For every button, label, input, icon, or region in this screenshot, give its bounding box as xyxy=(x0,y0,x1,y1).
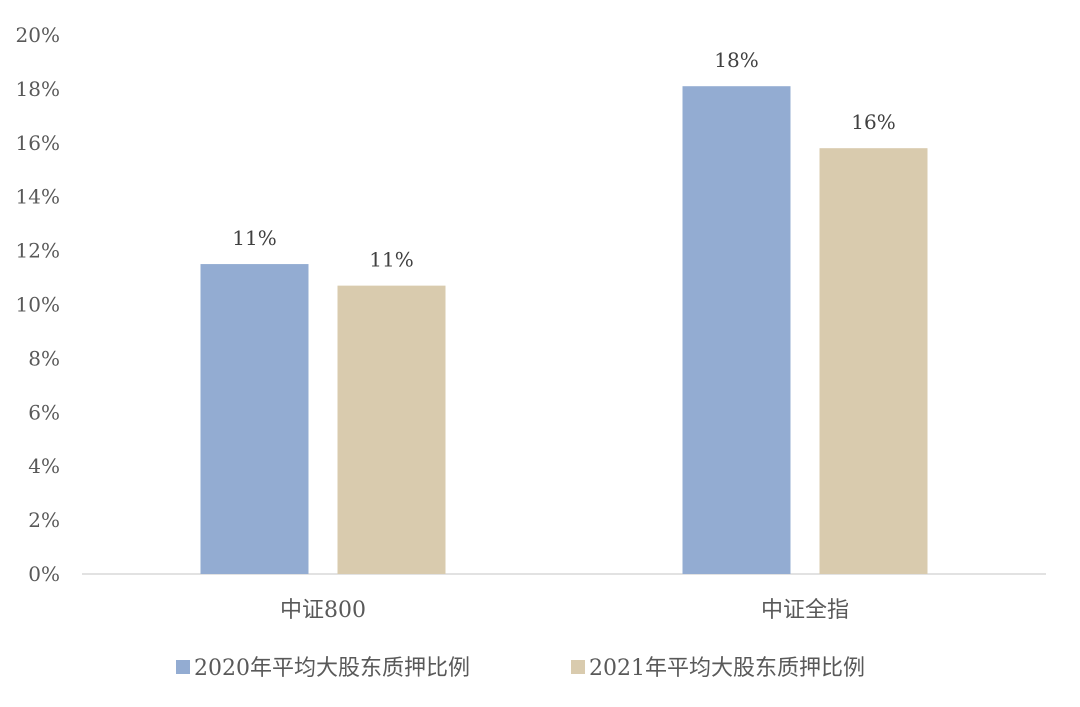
bars xyxy=(200,86,928,574)
bar-2-1 xyxy=(337,285,446,574)
y-tick-label: 4% xyxy=(28,454,60,478)
y-tick-label: 8% xyxy=(28,346,60,370)
bar-1-2 xyxy=(682,86,791,574)
category-labels: 中证800 中证全指 xyxy=(280,598,849,623)
y-tick-label: 0% xyxy=(28,562,60,586)
data-label: 18% xyxy=(714,48,758,72)
y-tick-label: 12% xyxy=(16,239,60,263)
legend-label: 2021年平均大股东质押比例 xyxy=(589,656,865,681)
y-tick-label: 14% xyxy=(16,185,60,209)
y-tick-label: 18% xyxy=(16,77,60,101)
legend-swatch xyxy=(176,660,190,674)
data-label: 11% xyxy=(232,226,276,250)
data-labels: 11% 11% 18% 16% xyxy=(232,48,895,271)
legend: 2020年平均大股东质押比例 2021年平均大股东质押比例 xyxy=(176,656,865,681)
data-label: 16% xyxy=(851,110,895,134)
data-label: 11% xyxy=(369,248,413,272)
y-tick-label: 16% xyxy=(16,131,60,155)
category-label: 中证全指 xyxy=(761,598,849,623)
y-tick-label: 6% xyxy=(28,400,60,424)
y-tick-label: 20% xyxy=(16,23,60,47)
y-tick-label: 10% xyxy=(16,293,60,317)
bar-1-1 xyxy=(200,264,309,574)
bar-2-2 xyxy=(819,148,928,574)
legend-swatch xyxy=(571,660,585,674)
category-label: 中证800 xyxy=(280,598,366,623)
legend-label: 2020年平均大股东质押比例 xyxy=(194,656,470,681)
y-tick-label: 2% xyxy=(28,508,60,532)
y-axis-ticks: 0% 2% 4% 6% 8% 10% 12% 14% 16% 18% 20% xyxy=(16,23,60,586)
